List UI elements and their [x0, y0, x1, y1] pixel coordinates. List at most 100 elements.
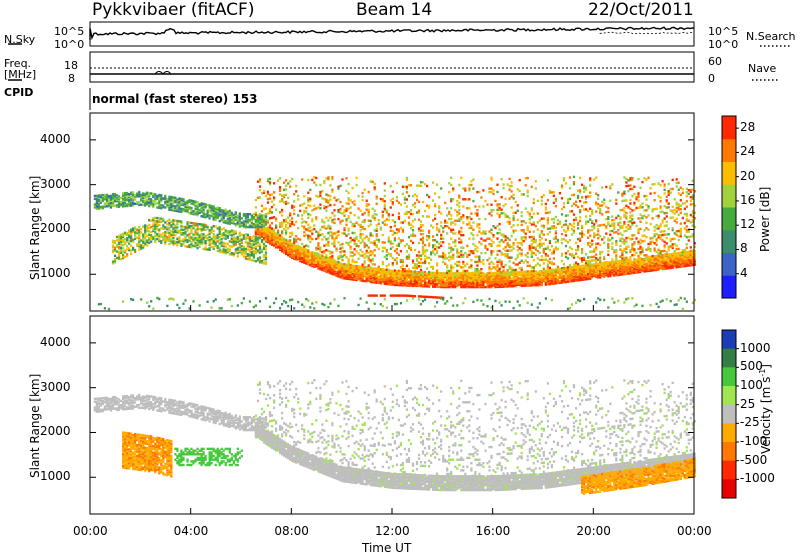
- power-pixel: [333, 232, 335, 234]
- power-pixel: [422, 201, 424, 203]
- power-pixel: [438, 205, 440, 207]
- power-pixel: [533, 259, 535, 261]
- power-pixel: [466, 245, 468, 247]
- power-pixel: [444, 202, 446, 204]
- power-pixel: [98, 199, 100, 201]
- power-pixel: [462, 205, 464, 207]
- power-pixel: [404, 213, 406, 215]
- power-pixel: [396, 261, 398, 263]
- power-pixel: [541, 196, 543, 198]
- power-pixel: [513, 194, 515, 196]
- power-pixel: [366, 203, 368, 205]
- power-pixel: [122, 247, 124, 249]
- power-pixel: [420, 255, 422, 257]
- power-pixel: [303, 202, 305, 204]
- power-pixel: [166, 220, 168, 222]
- power-pixel: [341, 212, 343, 214]
- power-pixel: [364, 242, 366, 244]
- power-pixel: [221, 249, 223, 251]
- power-pixel: [152, 193, 154, 195]
- power-pixel: [571, 224, 573, 226]
- power-pixel: [515, 229, 517, 231]
- power-pixel: [348, 203, 350, 205]
- power-pixel: [424, 298, 426, 300]
- power-pixel: [406, 277, 408, 279]
- power-pixel: [430, 296, 432, 298]
- power-pixel: [231, 219, 233, 221]
- power-pixel: [311, 238, 313, 240]
- power-pixel: [364, 228, 366, 230]
- power-pixel: [368, 267, 370, 269]
- power-pixel: [432, 266, 434, 268]
- power-pixel: [458, 241, 460, 243]
- power-pixel: [239, 238, 241, 240]
- power-pixel: [480, 238, 482, 240]
- power-pixel: [569, 270, 571, 272]
- power-pixel: [398, 237, 400, 239]
- power-pixel: [392, 242, 394, 244]
- power-pixel: [323, 304, 325, 306]
- power-pixel: [366, 200, 368, 202]
- power-pixel: [517, 300, 519, 302]
- power-pixel: [341, 263, 343, 265]
- power-pixel: [259, 233, 261, 235]
- power-pixel: [184, 299, 186, 301]
- power-pixel: [293, 200, 295, 202]
- power-pixel: [329, 271, 331, 273]
- power-pixel: [585, 269, 587, 271]
- power-pixel: [408, 236, 410, 238]
- power-pixel: [237, 236, 239, 238]
- power-pixel: [247, 258, 249, 260]
- power-pixel: [474, 205, 476, 207]
- power-pixel: [549, 211, 551, 213]
- power-pixel: [456, 211, 458, 213]
- power-pixel: [291, 205, 293, 207]
- power-pixel: [523, 229, 525, 231]
- power-pixel: [517, 210, 519, 212]
- power-pixel: [374, 213, 376, 215]
- power-pixel: [569, 198, 571, 200]
- power-pixel: [480, 243, 482, 245]
- power-pixel: [450, 297, 452, 299]
- power-pixel: [585, 277, 587, 279]
- power-pixel: [468, 250, 470, 252]
- power-pixel: [490, 187, 492, 189]
- power-pixel: [309, 259, 311, 261]
- power-pixel: [394, 250, 396, 252]
- power-pixel: [561, 260, 563, 262]
- power-pixel: [323, 236, 325, 238]
- power-pixel: [122, 250, 124, 252]
- power-pixel: [341, 274, 343, 276]
- power-pixel: [422, 300, 424, 302]
- power-pixel: [275, 209, 277, 211]
- power-pixel: [527, 302, 529, 304]
- power-pixel: [138, 240, 140, 242]
- power-pixel: [432, 272, 434, 274]
- power-pixel: [505, 264, 507, 266]
- power-pixel: [521, 249, 523, 251]
- power-pixel: [368, 264, 370, 266]
- power-pixel: [468, 272, 470, 274]
- power-pixel: [398, 243, 400, 245]
- power-pixel: [170, 196, 172, 198]
- power-pixel: [390, 230, 392, 232]
- power-pixel: [368, 294, 370, 296]
- power-pixel: [515, 212, 517, 214]
- power-pixel: [289, 180, 291, 182]
- power-pixel: [134, 198, 136, 200]
- power-pixel: [245, 256, 247, 258]
- power-pixel: [511, 190, 513, 192]
- power-pixel: [408, 295, 410, 297]
- power-pixel: [422, 284, 424, 286]
- power-pixel: [207, 237, 209, 239]
- power-pixel: [555, 268, 557, 270]
- power-pixel: [229, 240, 231, 242]
- power-pixel: [541, 200, 543, 202]
- power-pixel: [511, 206, 513, 208]
- power-pixel: [488, 285, 490, 287]
- power-pixel: [511, 226, 513, 228]
- power-pixel: [118, 198, 120, 200]
- power-pixel: [156, 206, 158, 208]
- power-pixel: [341, 255, 343, 257]
- power-pixel: [134, 249, 136, 251]
